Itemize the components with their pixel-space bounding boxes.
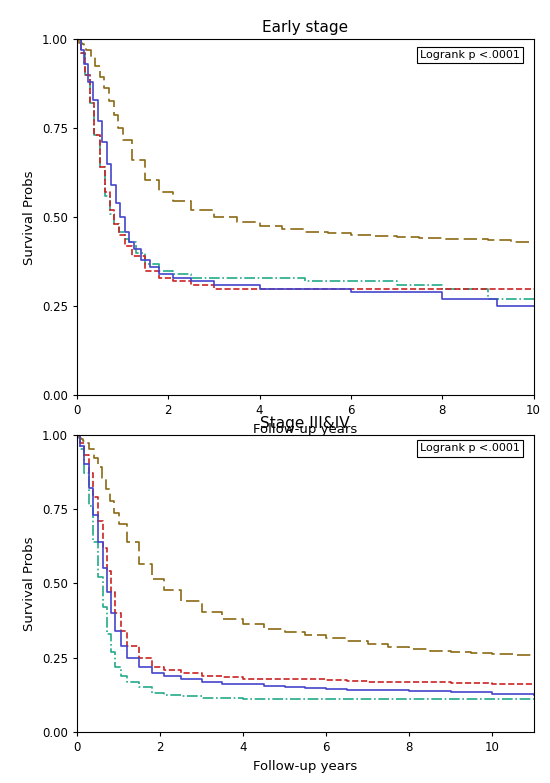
Y-axis label: Survival Probs: Survival Probs: [24, 536, 36, 630]
Y-axis label: Survival Probs: Survival Probs: [24, 170, 36, 265]
X-axis label: Follow-up years: Follow-up years: [253, 760, 358, 773]
Text: Logrank p <.0001: Logrank p <.0001: [420, 443, 520, 453]
Title: Stage III&IV: Stage III&IV: [261, 416, 350, 431]
X-axis label: Follow-up years: Follow-up years: [253, 423, 358, 436]
Legend: group, CCRT, CT alone, RT alone, Surgery +/- RT/CT: group, CCRT, CT alone, RT alone, Surgery…: [99, 442, 512, 462]
Title: Early stage: Early stage: [262, 20, 348, 35]
Text: Logrank p <.0001: Logrank p <.0001: [420, 50, 520, 60]
